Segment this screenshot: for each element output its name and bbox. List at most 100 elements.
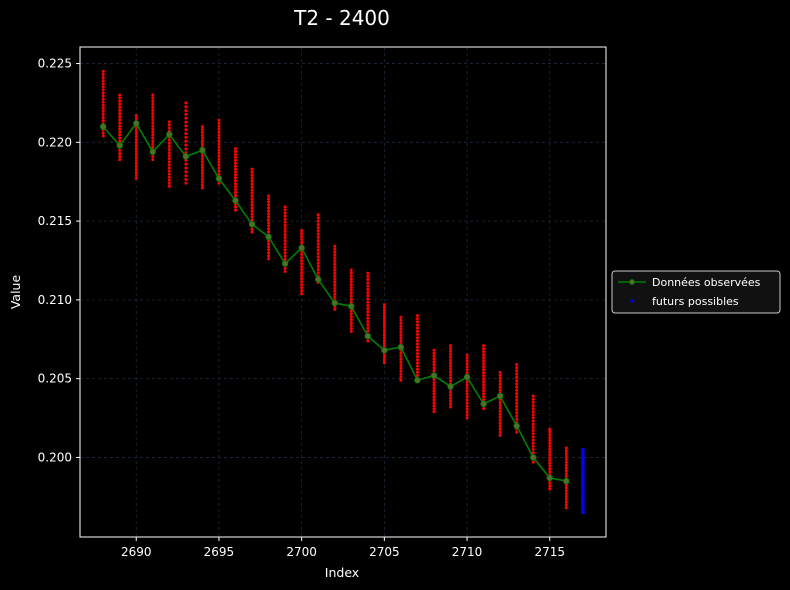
sample-point [118, 115, 122, 119]
sample-point [283, 236, 287, 240]
sample-point [101, 69, 105, 73]
sample-point [316, 245, 320, 249]
sample-point [465, 410, 469, 414]
sample-point [465, 392, 469, 396]
sample-point [267, 221, 271, 225]
sample-point [250, 179, 254, 183]
observed-point [447, 383, 454, 390]
sample-point [399, 315, 403, 319]
observed-point [281, 260, 289, 267]
observed-point [199, 146, 206, 154]
sample-point [564, 483, 568, 487]
sample-point [134, 177, 138, 181]
sample-point [134, 165, 138, 169]
legend-box [611, 270, 781, 314]
sample-point [300, 256, 304, 260]
sample-point [465, 416, 469, 420]
sample-point [498, 415, 502, 419]
sample-point [300, 280, 304, 284]
sample-point [482, 344, 486, 348]
sample-point [548, 467, 552, 471]
sample-point [415, 361, 419, 365]
sample-point [250, 218, 254, 222]
sample-point [382, 339, 386, 343]
sample-point [316, 232, 320, 236]
sample-point [118, 136, 122, 140]
sample-point [250, 227, 254, 231]
sample-point [217, 157, 221, 161]
sample-point [167, 172, 171, 176]
sample-point [217, 169, 221, 173]
sample-point [267, 239, 271, 243]
sample-point [250, 209, 254, 213]
sample-point [300, 232, 304, 236]
sample-point [465, 398, 469, 402]
sample-point [316, 242, 320, 246]
sample-point [151, 121, 155, 125]
sample-point [134, 156, 138, 160]
sample-point [250, 200, 254, 204]
sample-point [151, 145, 155, 149]
sample-point [283, 270, 287, 274]
axes-frame [79, 46, 607, 538]
sample-point [118, 121, 122, 125]
sample-point [267, 227, 271, 231]
sample-point [267, 230, 271, 234]
observed-point [182, 153, 190, 160]
sample-point [217, 136, 221, 140]
sample-point [515, 382, 519, 386]
sample-point [449, 396, 453, 400]
sample-point [267, 248, 271, 252]
sample-point [283, 239, 287, 243]
sample-point [316, 252, 320, 256]
sample-point [167, 166, 171, 170]
sample-point [399, 378, 403, 382]
sample-point [515, 414, 519, 418]
sample-point [498, 424, 502, 428]
sample-point [432, 398, 436, 402]
sample-point [415, 339, 419, 343]
sample-point [118, 108, 122, 112]
sample-point [564, 463, 568, 467]
sample-point [465, 389, 469, 393]
sample-point [300, 274, 304, 278]
sample-point [465, 383, 469, 387]
sample-point [134, 159, 138, 163]
sample-point [548, 456, 552, 460]
sample-point [233, 170, 237, 174]
sample-point [250, 185, 254, 189]
sample-point [200, 154, 204, 158]
sample-point [184, 109, 188, 113]
sample-point [300, 289, 304, 293]
sample-point [432, 357, 436, 361]
sample-point [184, 135, 188, 139]
sample-point [233, 150, 237, 154]
sample-point [333, 265, 337, 269]
sample-point [267, 203, 271, 207]
sample-point [382, 319, 386, 323]
sample-point [300, 277, 304, 281]
sample-point [564, 469, 568, 473]
sample-point [267, 224, 271, 228]
sample-point [564, 472, 568, 476]
sample-point [101, 79, 105, 83]
sample-point [399, 366, 403, 370]
sample-point [300, 271, 304, 275]
sample-point [482, 407, 486, 411]
sample-point [548, 447, 552, 451]
sample-point [432, 348, 436, 352]
sample-point [515, 385, 519, 389]
sample-point [515, 369, 519, 373]
sample-point [217, 118, 221, 122]
sample-point [151, 118, 155, 122]
sample-point [118, 112, 122, 116]
sample-point [167, 175, 171, 179]
sample-point [482, 371, 486, 375]
sample-point [167, 160, 171, 164]
sample-point [482, 362, 486, 366]
sample-point [200, 133, 204, 137]
y-tick-label: 0.215 [38, 214, 72, 228]
sample-point [233, 147, 237, 151]
sample-point [498, 373, 502, 377]
observed-point [348, 302, 355, 310]
